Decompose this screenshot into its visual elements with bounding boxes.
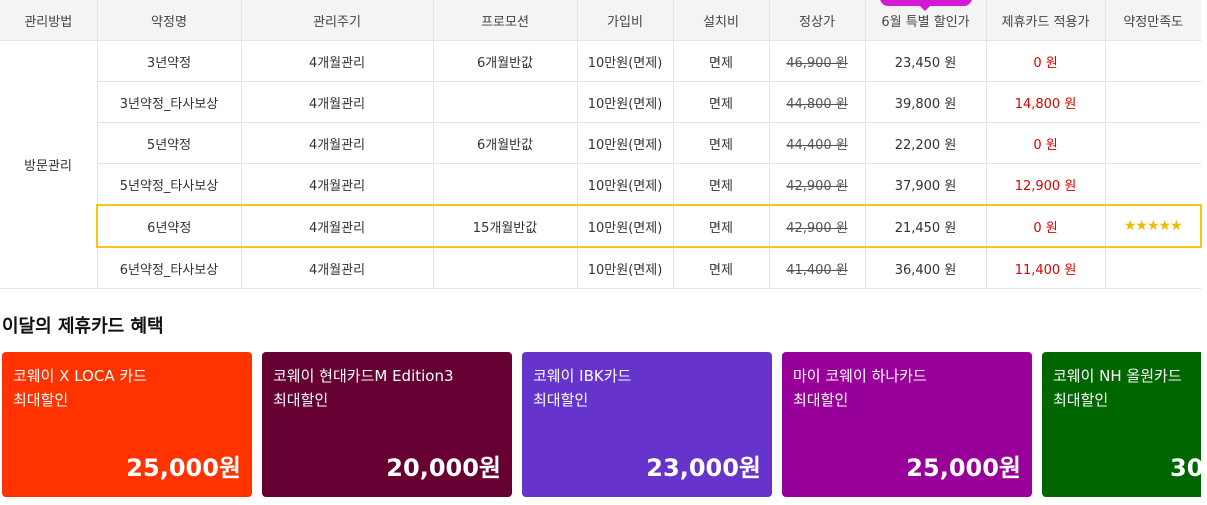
promo-cell xyxy=(432,246,578,289)
special-price-cell: 37,900 원 xyxy=(864,163,987,206)
card-subtitle: 최대할인 xyxy=(533,391,589,409)
special-price-cell: 39,800 원 xyxy=(864,81,987,123)
card-benefit-hana[interactable]: 마이 코웨이 하나카드 최대할인 25,000원 xyxy=(782,352,1032,497)
install-cell: 면제 xyxy=(672,81,770,123)
promo-tag-badge xyxy=(879,0,972,11)
header-special-label: 6월 특별 할인가 xyxy=(881,14,970,30)
promo-cell xyxy=(432,81,578,123)
card-amount: 23,000원 xyxy=(646,454,761,482)
install-cell: 면제 xyxy=(672,163,770,206)
pricing-table-container: 관리방법 약정명 관리주기 프로모션 가입비 설치비 정상가 6월 특별 할인가… xyxy=(0,0,1202,289)
card-amount: 20,000원 xyxy=(386,454,501,482)
fee-cell: 10만원(면제) xyxy=(576,163,674,206)
install-cell: 면제 xyxy=(672,122,770,164)
card-carousel: 코웨이 X LOCA 카드 최대할인 25,000원 코웨이 현대카드M Edi… xyxy=(2,352,1201,497)
regular-price-cell: 44,800 원 xyxy=(768,81,866,123)
card-name: 마이 코웨이 하나카드 xyxy=(793,367,927,385)
fee-cell: 10만원(면제) xyxy=(576,81,674,123)
card-amount: 30,000원 xyxy=(1170,454,1201,482)
plan-cell: 6년약정 xyxy=(96,204,242,248)
regular-price-cell: 46,900 원 xyxy=(768,40,866,82)
card-name: 코웨이 X LOCA 카드 xyxy=(13,367,147,385)
card-amount: 25,000원 xyxy=(906,454,1021,482)
header-special: 6월 특별 할인가 xyxy=(864,0,987,41)
promo-cell: 6개월반값 xyxy=(432,122,578,164)
special-price-cell: 22,200 원 xyxy=(864,122,987,164)
card-subtitle: 최대할인 xyxy=(793,391,849,409)
plan-cell: 3년약정 xyxy=(96,40,242,82)
card-benefit-hyundai[interactable]: 코웨이 현대카드M Edition3 최대할인 20,000원 xyxy=(262,352,512,497)
fee-cell: 10만원(면제) xyxy=(576,40,674,82)
rating-cell xyxy=(1104,81,1201,123)
card-subtitle: 최대할인 xyxy=(1053,391,1109,409)
card-price-cell: 11,400 원 xyxy=(985,246,1106,289)
card-subtitle: 최대할인 xyxy=(13,391,69,409)
regular-price-cell: 42,900 원 xyxy=(768,204,866,248)
table-row: 5년약정_타사보상 4개월관리 10만원(면제) 면제 42,900 원 37,… xyxy=(0,163,1201,206)
pricing-table: 관리방법 약정명 관리주기 프로모션 가입비 설치비 정상가 6월 특별 할인가… xyxy=(0,0,1202,289)
install-cell: 면제 xyxy=(672,40,770,82)
card-price-cell: 12,900 원 xyxy=(985,163,1106,206)
cycle-cell: 4개월관리 xyxy=(240,204,434,248)
rating-cell xyxy=(1104,122,1201,164)
card-subtitle: 최대할인 xyxy=(273,391,329,409)
rating-cell xyxy=(1104,246,1201,289)
card-benefit-ibk[interactable]: 코웨이 IBK카드 최대할인 23,000원 xyxy=(522,352,772,497)
regular-price-cell: 41,400 원 xyxy=(768,246,866,289)
header-promo: 프로모션 xyxy=(432,0,578,41)
header-cycle: 관리주기 xyxy=(240,0,434,41)
cycle-cell: 4개월관리 xyxy=(240,40,434,82)
install-cell: 면제 xyxy=(672,204,770,248)
card-price-cell: 14,800 원 xyxy=(985,81,1106,123)
cycle-cell: 4개월관리 xyxy=(240,163,434,206)
table-header-row: 관리방법 약정명 관리주기 프로모션 가입비 설치비 정상가 6월 특별 할인가… xyxy=(0,0,1201,41)
card-price-cell: 0 원 xyxy=(985,122,1106,164)
header-rating: 약정만족도 xyxy=(1104,0,1201,41)
special-price-cell: 36,400 원 xyxy=(864,246,987,289)
card-price-cell: 0 원 xyxy=(985,204,1106,248)
install-cell: 면제 xyxy=(672,246,770,289)
promo-cell: 15개월반값 xyxy=(432,204,578,248)
table-row: 6년약정_타사보상 4개월관리 10만원(면제) 면제 41,400 원 36,… xyxy=(0,246,1201,289)
promo-cell xyxy=(432,163,578,206)
section-title: 이달의 제휴카드 혜택 xyxy=(2,316,164,337)
rating-stars: ★★★★★ xyxy=(1104,204,1202,248)
fee-cell: 10만원(면제) xyxy=(576,204,674,248)
header-card: 제휴카드 적용가 xyxy=(985,0,1106,41)
promo-cell: 6개월반값 xyxy=(432,40,578,82)
cycle-cell: 4개월관리 xyxy=(240,122,434,164)
regular-price-cell: 44,400 원 xyxy=(768,122,866,164)
table-row: 5년약정 4개월관리 6개월반값 10만원(면제) 면제 44,400 원 22… xyxy=(0,122,1201,164)
special-price-cell: 21,450 원 xyxy=(864,204,987,248)
fee-cell: 10만원(면제) xyxy=(576,122,674,164)
cycle-cell: 4개월관리 xyxy=(240,246,434,289)
plan-cell: 3년약정_타사보상 xyxy=(97,81,242,123)
regular-price-cell: 42,900 원 xyxy=(768,163,866,206)
special-price-cell: 23,450 원 xyxy=(864,40,987,82)
header-regular: 정상가 xyxy=(768,0,866,41)
header-install: 설치비 xyxy=(672,0,770,41)
table-row: 3년약정_타사보상 4개월관리 10만원(면제) 면제 44,800 원 39,… xyxy=(0,81,1201,123)
card-name: 코웨이 현대카드M Edition3 xyxy=(273,367,454,385)
card-name: 코웨이 IBK카드 xyxy=(533,367,632,385)
rating-cell xyxy=(1104,40,1201,82)
card-amount: 25,000원 xyxy=(126,454,241,482)
header-plan: 약정명 xyxy=(96,0,242,41)
plan-cell: 6년약정_타사보상 xyxy=(97,246,242,289)
card-benefit-loca[interactable]: 코웨이 X LOCA 카드 최대할인 25,000원 xyxy=(2,352,252,497)
card-price-cell: 0 원 xyxy=(985,40,1106,82)
rating-cell xyxy=(1104,163,1201,206)
method-cell: 방문관리 xyxy=(0,40,98,289)
table-row-highlighted: 6년약정 4개월관리 15개월반값 10만원(면제) 면제 42,900 원 2… xyxy=(0,204,1202,248)
plan-cell: 5년약정_타사보상 xyxy=(97,163,242,206)
card-benefit-nh[interactable]: 코웨이 NH 올원카드 최대할인 30,000원 xyxy=(1042,352,1201,497)
fee-cell: 10만원(면제) xyxy=(576,246,674,289)
card-name: 코웨이 NH 올원카드 xyxy=(1053,367,1182,385)
header-method: 관리방법 xyxy=(0,0,98,41)
table-row: 방문관리 3년약정 4개월관리 6개월반값 10만원(면제) 면제 46,900… xyxy=(0,40,1201,289)
header-fee: 가입비 xyxy=(576,0,674,41)
cycle-cell: 4개월관리 xyxy=(240,81,434,123)
plan-cell: 5년약정 xyxy=(97,122,242,164)
